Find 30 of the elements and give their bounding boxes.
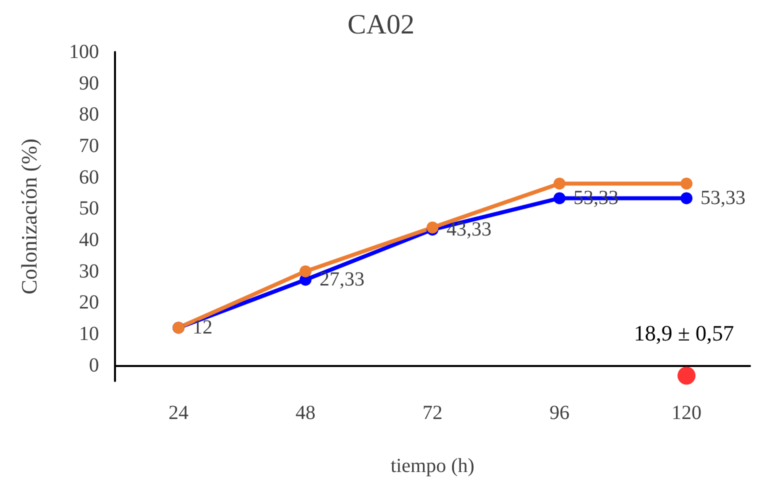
point [554,192,566,204]
x-tick-label: 120 [672,402,702,424]
y-tick-label: 40 [79,229,99,251]
x-axis-title: tiempo (h) [390,455,474,477]
y-tick-label: 60 [79,166,99,188]
y-tick-label: 90 [79,72,99,94]
y-tick-label: 10 [79,323,99,345]
y-tick-label: 20 [79,292,99,314]
point [426,221,438,234]
annotation: 18,9 ± 0,57 [634,320,734,346]
y-tick-label: 70 [79,135,99,157]
y-axis-title: Colonización (%) [16,138,42,294]
x-tick-label: 48 [296,402,316,424]
data-label: 27,33 [320,268,364,291]
data-label: 53,33 [700,187,746,210]
point [680,192,692,204]
y-tick-label: 80 [79,104,99,126]
data-label: 12 [192,316,212,339]
x-tick-label: 24 [168,402,188,424]
y-tick-label: 0 [89,354,99,376]
y-tick-label: 100 [69,41,99,63]
chart-title: CA02 [348,10,414,40]
x-tick-label: 72 [422,402,442,424]
y-tick-label: 50 [79,198,99,220]
point [300,265,312,278]
x-tick-label: 96 [550,402,570,424]
y-tick-label: 30 [79,260,99,282]
point [554,178,566,190]
point [680,178,692,190]
data-label: 43,33 [446,218,492,241]
